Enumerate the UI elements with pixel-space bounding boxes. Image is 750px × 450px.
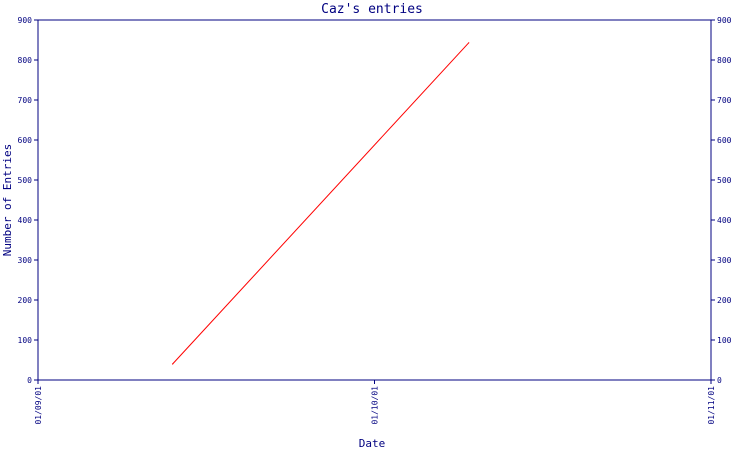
x-axis-label: Date: [359, 437, 386, 450]
y-tick-label-left: 700: [18, 96, 33, 105]
axis-ticks: 0 0 100 100 200 200 300 300 400 400 500 500 600 600 70…: [18, 16, 732, 425]
y-axis-label: Number of Entries: [1, 144, 14, 257]
y-tick-label-right: 500: [717, 176, 732, 185]
y-tick-label-left: 200: [18, 296, 33, 305]
x-tick-label: 01/11/01: [707, 386, 716, 425]
y-tick-label-left: 900: [18, 16, 33, 25]
y-tick-label-right: 0: [717, 376, 722, 385]
y-tick-label-left: 0: [27, 376, 32, 385]
y-tick-label-right: 900: [717, 16, 732, 25]
y-tick-label-right: 700: [717, 96, 732, 105]
y-tick-label-left: 600: [18, 136, 33, 145]
y-tick-label-left: 500: [18, 176, 33, 185]
y-tick-label-left: 800: [18, 56, 33, 65]
series-line: [172, 42, 470, 365]
data-point: [172, 363, 174, 365]
x-tick-label: 01/09/01: [34, 386, 43, 425]
series-layer: [172, 42, 470, 365]
y-tick-label-right: 800: [717, 56, 732, 65]
y-tick-label-right: 300: [717, 256, 732, 265]
y-tick-label-left: 300: [18, 256, 33, 265]
y-tick-label-right: 100: [717, 336, 732, 345]
plot-frame: [37, 19, 712, 381]
y-tick-label-left: 100: [18, 336, 33, 345]
chart-title: Caz's entries: [321, 2, 423, 17]
x-tick-label: 01/10/01: [371, 386, 380, 425]
y-tick-label-right: 400: [717, 216, 732, 225]
y-tick-label-left: 400: [18, 216, 33, 225]
y-tick-label-right: 200: [717, 296, 732, 305]
data-point: [468, 42, 470, 44]
y-tick-label-right: 600: [717, 136, 732, 145]
